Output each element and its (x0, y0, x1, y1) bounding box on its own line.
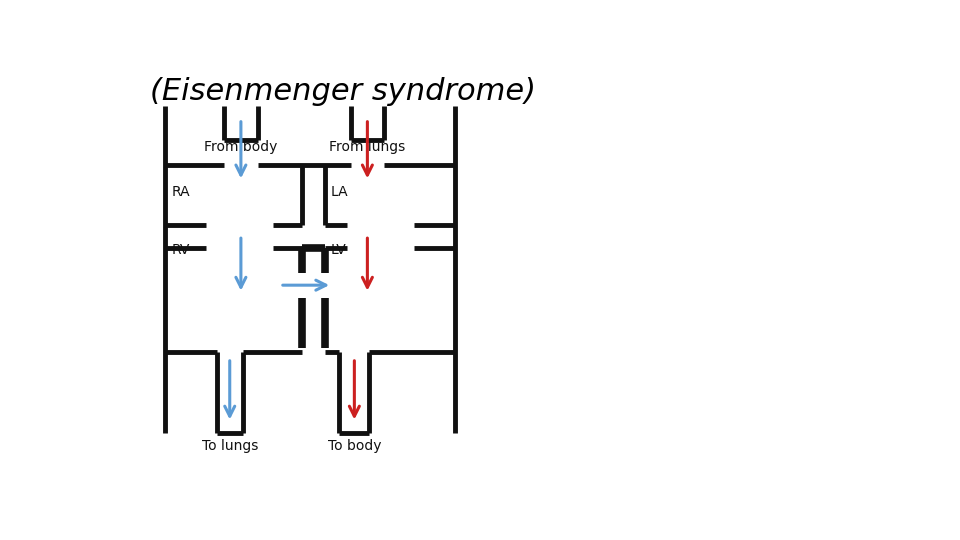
Text: From lungs: From lungs (329, 140, 405, 154)
Text: LA: LA (330, 185, 348, 199)
Text: RV: RV (172, 243, 190, 257)
Text: To body: To body (327, 439, 381, 453)
Text: RA: RA (172, 185, 191, 199)
Text: LV: LV (330, 243, 347, 257)
Text: To lungs: To lungs (202, 439, 258, 453)
Text: From body: From body (204, 140, 277, 154)
Text: (Eisenmenger syndrome): (Eisenmenger syndrome) (150, 77, 536, 106)
